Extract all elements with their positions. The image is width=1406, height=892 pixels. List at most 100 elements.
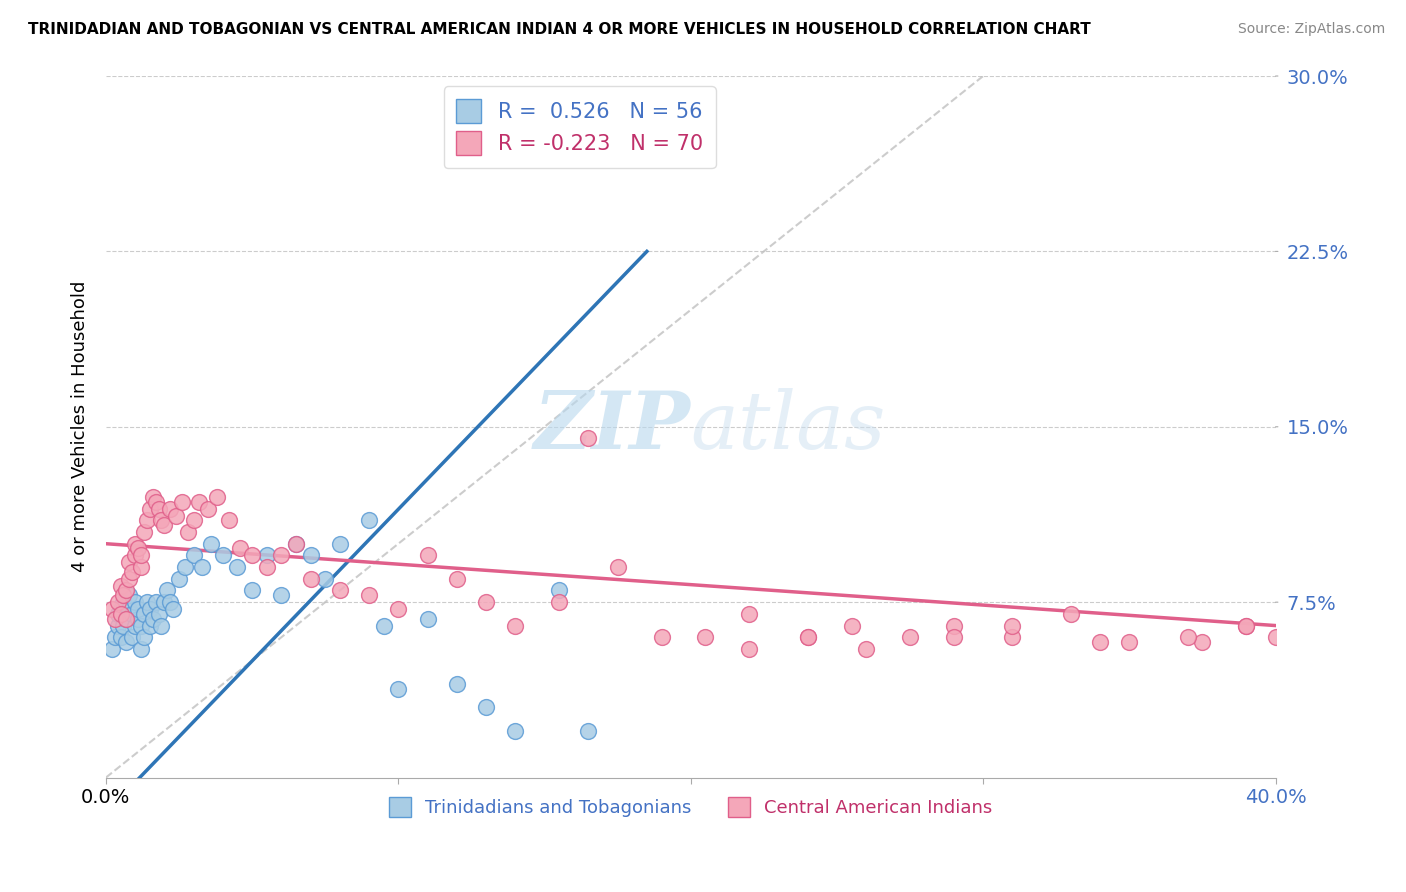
Point (100, 642, 122, 657)
Point (115, 611, 138, 625)
Point (299, 572, 322, 586)
Point (197, 501, 219, 516)
Point (129, 549, 152, 563)
Text: Source: ZipAtlas.com: Source: ZipAtlas.com (1237, 22, 1385, 37)
Point (548, 595, 571, 609)
Point (118, 572, 141, 586)
Point (650, 630, 672, 644)
Point (124, 549, 146, 563)
Point (112, 618, 135, 632)
Point (121, 630, 143, 644)
Point (145, 494, 167, 508)
Point (112, 588, 135, 602)
Point (183, 513, 205, 527)
Point (118, 602, 141, 616)
Point (121, 607, 143, 621)
Point (177, 524, 200, 539)
Point (200, 537, 222, 551)
Point (104, 611, 127, 625)
Point (118, 588, 141, 602)
Point (270, 588, 292, 602)
Point (132, 607, 155, 621)
Y-axis label: 4 or more Vehicles in Household: 4 or more Vehicles in Household (72, 281, 89, 573)
Point (1118, 635, 1140, 649)
Point (150, 618, 173, 632)
Point (153, 595, 176, 609)
Point (142, 490, 165, 504)
Point (107, 595, 129, 609)
Point (127, 611, 149, 625)
Point (132, 524, 155, 539)
Point (1234, 618, 1257, 632)
Point (212, 549, 235, 563)
Point (173, 560, 195, 574)
Point (1264, 630, 1286, 644)
Point (359, 513, 381, 527)
Point (1234, 618, 1257, 632)
Point (135, 513, 157, 527)
Point (285, 537, 308, 551)
Point (314, 572, 336, 586)
Point (148, 607, 170, 621)
Point (127, 541, 149, 556)
Point (188, 494, 211, 508)
Point (159, 501, 181, 516)
Point (148, 501, 170, 516)
Point (503, 723, 526, 738)
Point (1088, 635, 1111, 649)
Point (240, 583, 263, 598)
Point (124, 618, 146, 632)
Point (170, 494, 193, 508)
Text: ZIP: ZIP (534, 388, 690, 466)
Text: TRINIDADIAN AND TOBAGONIAN VS CENTRAL AMERICAN INDIAN 4 OR MORE VEHICLES IN HOUS: TRINIDADIAN AND TOBAGONIAN VS CENTRAL AM… (28, 22, 1091, 37)
Point (548, 583, 571, 598)
Point (104, 630, 127, 644)
Point (606, 560, 628, 574)
Point (1001, 630, 1024, 644)
Point (135, 595, 157, 609)
Point (139, 602, 162, 616)
Point (446, 572, 468, 586)
Point (129, 560, 152, 574)
Point (191, 560, 214, 574)
Point (150, 513, 173, 527)
Point (218, 513, 240, 527)
Point (139, 618, 162, 632)
Point (142, 611, 165, 625)
Point (167, 572, 190, 586)
Point (576, 723, 599, 738)
Point (165, 508, 187, 523)
Point (446, 677, 468, 691)
Text: atlas: atlas (690, 388, 886, 466)
Point (475, 700, 498, 714)
Point (359, 588, 381, 602)
Point (738, 607, 761, 621)
Point (107, 618, 129, 632)
Point (110, 602, 132, 616)
Point (110, 579, 132, 593)
Point (416, 549, 439, 563)
Point (110, 630, 132, 644)
Point (226, 560, 249, 574)
Point (124, 595, 146, 609)
Point (695, 630, 717, 644)
Point (240, 549, 263, 563)
Point (503, 618, 526, 632)
Point (205, 490, 228, 504)
Point (942, 618, 965, 632)
Point (153, 518, 176, 533)
Point (855, 642, 877, 657)
Point (156, 583, 179, 598)
Point (1060, 607, 1083, 621)
Point (139, 501, 162, 516)
Point (110, 607, 132, 621)
Point (942, 630, 965, 644)
Point (118, 556, 141, 570)
Point (127, 602, 149, 616)
Point (299, 549, 322, 563)
Point (576, 432, 599, 446)
Point (285, 537, 308, 551)
Point (387, 681, 409, 696)
Point (416, 611, 439, 625)
Point (738, 642, 761, 657)
